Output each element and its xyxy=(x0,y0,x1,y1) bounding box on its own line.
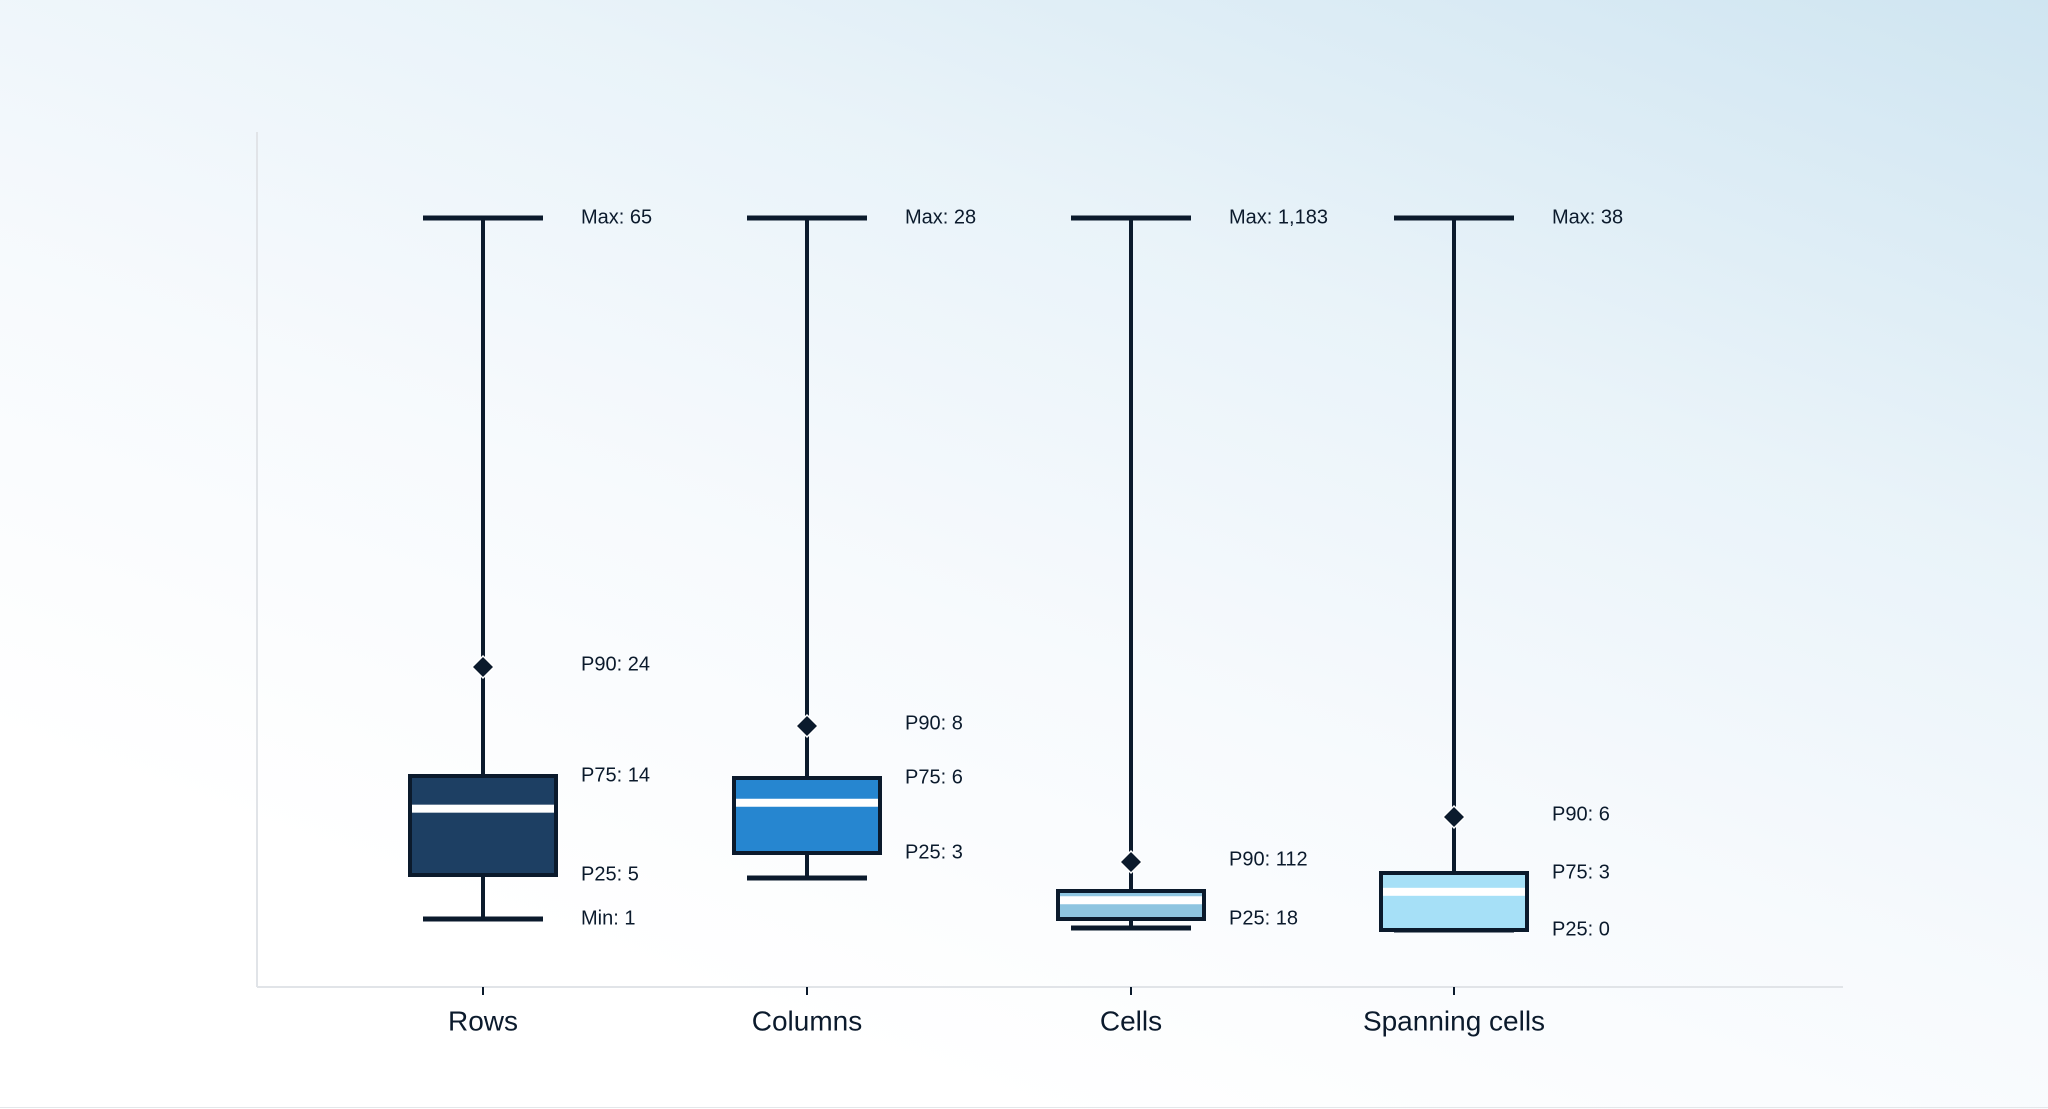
columns-p90-marker xyxy=(794,713,820,739)
cells-median-band xyxy=(1060,896,1202,905)
bottom-divider xyxy=(0,1107,2048,1108)
columns-category-label: Columns xyxy=(752,1005,862,1036)
rows-p90-marker xyxy=(470,654,496,680)
rows-min-label: Min: 1 xyxy=(581,907,635,929)
spanning-cells-p25-label: P25: 0 xyxy=(1552,918,1610,940)
spanning-cells-p90-label: P90: 6 xyxy=(1552,803,1610,825)
columns-p75-label: P75: 6 xyxy=(905,766,963,788)
box-group: Max: 65 P90: 24 P75: 14 P25: 5 Min: 1 Rows Max… xyxy=(408,206,1623,1036)
cells-box xyxy=(1056,889,1206,921)
columns-max-label: Max: 28 xyxy=(905,206,976,228)
rows-max-label: Max: 65 xyxy=(581,206,652,228)
rows-p90-label: P90: 24 xyxy=(581,653,650,675)
spanning-cells-median-band xyxy=(1383,887,1525,896)
columns-median-band xyxy=(736,798,878,807)
spanning-cells-max-label: Max: 38 xyxy=(1552,206,1623,228)
spanning-cells-category-label: Spanning cells xyxy=(1363,1005,1545,1036)
columns-p25-label: P25: 3 xyxy=(905,841,963,863)
cells-category-label: Cells xyxy=(1100,1005,1162,1036)
rows-category-label: Rows xyxy=(448,1005,518,1036)
rows-p75-label: P75: 14 xyxy=(581,764,650,786)
columns-box xyxy=(732,776,882,855)
cells-p90-marker xyxy=(1118,849,1144,875)
rows-p25-label: P25: 5 xyxy=(581,863,639,885)
spanning-cells-box xyxy=(1379,871,1529,932)
cells-p90-label: P90: 112 xyxy=(1229,848,1308,870)
columns-p90-label: P90: 8 xyxy=(905,712,963,734)
cells-max-label: Max: 1,183 xyxy=(1229,206,1328,228)
rows-median-band xyxy=(412,804,554,813)
spanning-cells-p90-marker xyxy=(1441,804,1467,830)
rows-box xyxy=(408,774,558,877)
cells-p25-label: P25: 18 xyxy=(1229,907,1298,929)
spanning-cells-p75-label: P75: 3 xyxy=(1552,861,1610,883)
